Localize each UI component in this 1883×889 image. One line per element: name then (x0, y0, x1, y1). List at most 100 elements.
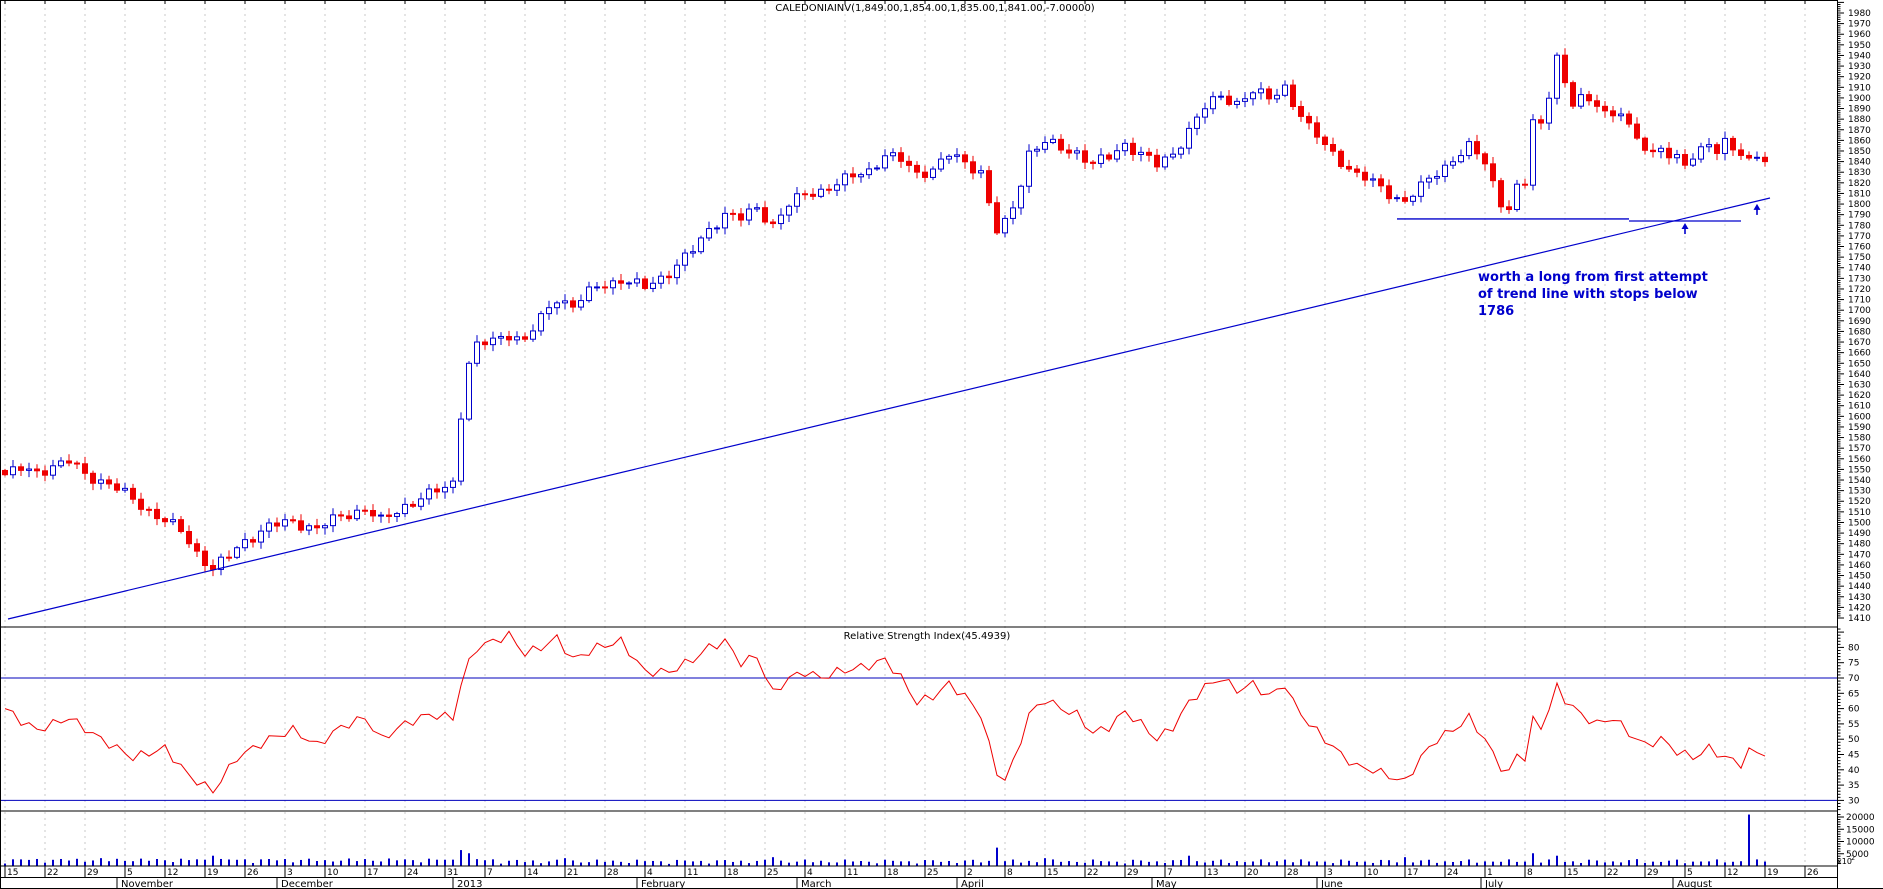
candle (1226, 95, 1232, 105)
volume-bar (796, 861, 798, 866)
svg-text:June: June (1320, 879, 1343, 889)
svg-text:1630: 1630 (1848, 380, 1871, 390)
candle (930, 168, 936, 178)
trendline-and-annotations[interactable] (7, 197, 1771, 620)
svg-text:1880: 1880 (1848, 115, 1871, 125)
volume-bar (916, 863, 918, 866)
candlesticks[interactable] (2, 48, 1768, 577)
candle (1058, 138, 1064, 151)
candle (314, 525, 320, 529)
volume-bar (612, 860, 614, 866)
candle (618, 280, 624, 284)
svg-text:February: February (641, 879, 685, 889)
candle (154, 508, 160, 520)
candle (1338, 150, 1344, 167)
volume-bar (412, 860, 414, 866)
buy-arrow-icon[interactable] (1681, 223, 1689, 230)
volume-bar (1292, 862, 1294, 866)
svg-text:1640: 1640 (1848, 370, 1871, 380)
candle (210, 565, 216, 570)
candle (1218, 95, 1224, 98)
candle (602, 286, 608, 289)
volume-bars[interactable] (4, 814, 1766, 866)
candle (890, 152, 896, 157)
volume-bar (492, 859, 494, 866)
candle (442, 486, 448, 493)
candle (450, 480, 456, 488)
svg-text:1660: 1660 (1848, 349, 1871, 359)
volume-bar (1404, 857, 1406, 866)
volume-bar (1692, 861, 1694, 866)
annotation-text[interactable]: worth a long from first attempt of trend… (1478, 270, 1708, 319)
volume-bar (1660, 861, 1662, 866)
trend-line[interactable] (7, 197, 1771, 620)
volume-bar (140, 858, 142, 866)
volume-bar (780, 860, 782, 866)
candle (426, 488, 432, 500)
rsi-line[interactable] (0, 630, 1837, 801)
candle (1258, 88, 1264, 94)
buy-arrow-icon[interactable] (1753, 203, 1761, 210)
candle (186, 531, 192, 545)
volume-bar (1276, 861, 1278, 866)
volume-bar (716, 860, 718, 866)
candle (122, 487, 128, 491)
volume-bar (1596, 860, 1598, 866)
candle (1138, 151, 1144, 155)
candle (730, 212, 736, 215)
candle (738, 213, 744, 221)
volume-bar (908, 861, 910, 866)
svg-text:1670: 1670 (1848, 338, 1871, 348)
volume-bar (644, 861, 646, 866)
volume-bar (1748, 814, 1750, 866)
candle (1618, 113, 1624, 117)
volume-bar (1364, 861, 1366, 866)
svg-text:1540: 1540 (1848, 476, 1871, 486)
volume-bar (1004, 861, 1006, 866)
svg-text:1470: 1470 (1848, 550, 1871, 560)
volume-bar (556, 859, 558, 866)
volume-bar (468, 853, 470, 866)
candle (898, 152, 904, 162)
candle (1554, 54, 1560, 99)
candle (1458, 155, 1464, 163)
candle (1002, 217, 1008, 234)
candle (554, 302, 560, 309)
svg-text:50: 50 (1848, 735, 1860, 745)
svg-text:11: 11 (687, 868, 698, 878)
volume-bar (1468, 859, 1470, 866)
volume-bar (164, 860, 166, 866)
candle (58, 460, 64, 467)
candle (1354, 168, 1360, 173)
candle (50, 465, 56, 476)
svg-text:1490: 1490 (1848, 529, 1871, 539)
candle (1162, 156, 1168, 168)
volume-bar (212, 855, 214, 866)
volume-bar (924, 860, 926, 866)
svg-text:1600: 1600 (1848, 412, 1871, 422)
svg-text:1710: 1710 (1848, 296, 1871, 306)
svg-text:1740: 1740 (1848, 264, 1871, 274)
candle (18, 466, 24, 471)
volume-bar (1148, 861, 1150, 866)
svg-text:1970: 1970 (1848, 20, 1871, 30)
candle (34, 468, 40, 472)
svg-text:4: 4 (807, 868, 813, 878)
svg-text:1750: 1750 (1848, 253, 1871, 263)
volume-bar (972, 859, 974, 866)
volume-bar (292, 862, 294, 866)
candle (970, 161, 976, 174)
volume-bar (124, 860, 126, 866)
volume-bar (1652, 861, 1654, 866)
volume-bar (20, 859, 22, 866)
candle (578, 300, 584, 308)
candle (258, 530, 264, 543)
candle (1410, 195, 1416, 202)
candle (778, 214, 784, 225)
candle (178, 519, 184, 533)
volume-bar (1428, 859, 1430, 866)
candle (882, 155, 888, 169)
candle (834, 184, 840, 191)
svg-text:1700: 1700 (1848, 306, 1871, 316)
